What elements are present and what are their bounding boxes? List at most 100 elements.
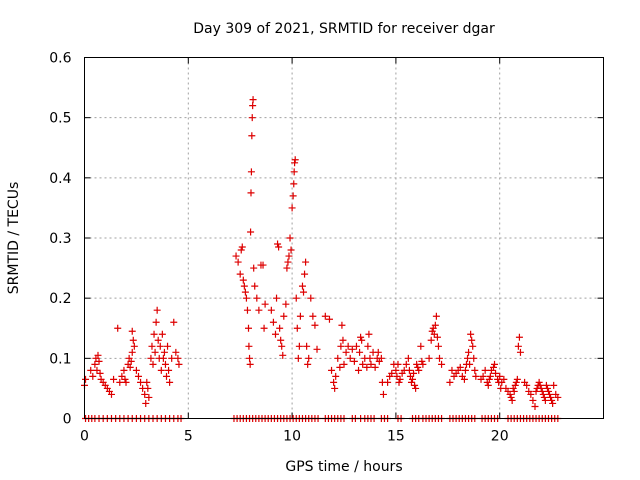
- data-point: [290, 180, 298, 188]
- data-point: [151, 348, 159, 356]
- data-point: [116, 378, 124, 386]
- data-point: [158, 330, 166, 338]
- data-point: [388, 369, 396, 377]
- data-point: [479, 372, 487, 380]
- data-point: [331, 384, 339, 392]
- data-point: [548, 396, 556, 404]
- data-point: [241, 288, 249, 296]
- data-points: [81, 96, 562, 422]
- data-point: [89, 372, 97, 380]
- data-point: [486, 372, 494, 380]
- data-point: [546, 390, 554, 398]
- data-point: [508, 396, 516, 404]
- data-point: [434, 342, 442, 350]
- data-point: [356, 348, 364, 356]
- data-point: [163, 372, 171, 380]
- data-point: [278, 342, 286, 350]
- data-point: [280, 312, 288, 320]
- data-point: [126, 363, 134, 371]
- data-point: [293, 324, 301, 332]
- data-point: [245, 324, 253, 332]
- data-point: [107, 390, 115, 398]
- data-point: [396, 375, 404, 383]
- data-point: [538, 387, 546, 395]
- data-point: [295, 342, 303, 350]
- data-point: [410, 369, 418, 377]
- data-point: [279, 351, 287, 359]
- data-point: [472, 372, 480, 380]
- data-point: [300, 288, 308, 296]
- data-point: [307, 294, 315, 302]
- y-tick-label: 0.4: [49, 171, 71, 187]
- data-point: [330, 378, 338, 386]
- data-point: [302, 258, 310, 266]
- data-point: [132, 366, 140, 374]
- data-point: [492, 369, 500, 377]
- data-point: [246, 360, 254, 368]
- data-point: [253, 294, 261, 302]
- data-point: [536, 381, 544, 389]
- data-point: [481, 366, 489, 374]
- data-point: [468, 336, 476, 344]
- data-point: [292, 294, 300, 302]
- data-point: [352, 342, 360, 350]
- data-point: [531, 402, 539, 410]
- data-point: [243, 306, 251, 314]
- data-point: [412, 384, 420, 392]
- x-axis-label: GPS time / hours: [285, 459, 402, 475]
- data-point: [542, 381, 550, 389]
- data-point: [469, 342, 477, 350]
- data-point: [82, 375, 90, 383]
- data-point: [456, 363, 464, 371]
- data-point: [284, 258, 292, 266]
- data-point: [128, 327, 136, 335]
- data-point: [247, 189, 255, 197]
- data-point: [404, 354, 412, 362]
- data-point: [247, 168, 255, 176]
- data-point: [366, 354, 374, 362]
- data-point: [150, 330, 158, 338]
- data-point: [364, 342, 372, 350]
- data-point: [467, 330, 475, 338]
- data-point: [153, 306, 161, 314]
- data-point: [409, 375, 417, 383]
- data-point: [544, 387, 552, 395]
- y-tick-label: 0.3: [49, 231, 71, 247]
- data-point: [274, 240, 282, 248]
- data-point: [357, 333, 365, 341]
- data-point: [485, 375, 493, 383]
- data-point: [415, 366, 423, 374]
- plot-frame: [84, 57, 604, 419]
- data-point: [510, 387, 518, 395]
- data-point: [87, 366, 95, 374]
- data-point: [348, 345, 356, 353]
- data-point: [407, 378, 415, 386]
- data-point: [336, 363, 344, 371]
- chart-title: Day 309 of 2021, SRMTID for receiver dga…: [193, 21, 495, 37]
- data-point: [129, 336, 137, 344]
- data-point: [393, 372, 401, 380]
- data-point: [425, 354, 433, 362]
- y-tick-label: 0.5: [49, 111, 71, 127]
- data-point: [147, 354, 155, 362]
- data-point: [134, 372, 142, 380]
- data-point: [303, 342, 311, 350]
- data-point: [470, 354, 478, 362]
- data-point: [311, 321, 319, 329]
- data-point: [287, 246, 295, 254]
- data-point: [95, 357, 103, 365]
- data-point: [118, 372, 126, 380]
- data-point: [491, 360, 499, 368]
- data-point: [128, 348, 136, 356]
- data-point: [152, 318, 160, 326]
- data-point: [96, 369, 104, 377]
- data-point: [165, 366, 173, 374]
- data-point: [249, 102, 257, 110]
- data-point: [377, 354, 385, 362]
- data-point: [438, 360, 446, 368]
- data-point: [516, 348, 524, 356]
- y-tick-label: 0.6: [49, 51, 71, 67]
- data-point: [465, 348, 473, 356]
- data-point: [464, 354, 472, 362]
- data-point: [269, 318, 277, 326]
